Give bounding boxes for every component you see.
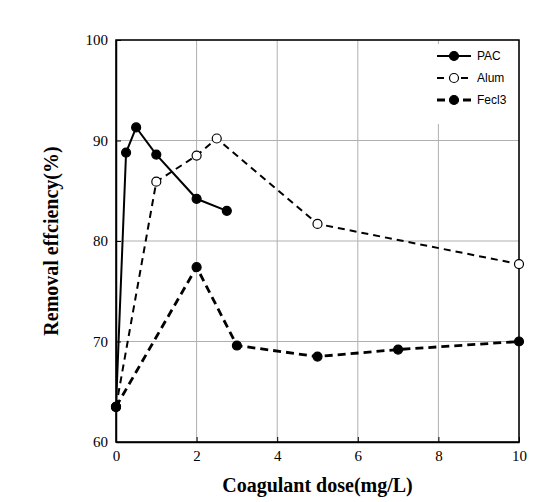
grid [116,40,519,442]
tick: 6 [355,437,363,464]
markers [112,123,524,411]
grid-line-y [116,140,519,141]
legend-item: Fecl3 [437,93,507,107]
tick-label: 4 [274,448,282,464]
legend-item: Alum [437,71,504,85]
tick-label: 0 [113,448,121,464]
marker [122,148,131,157]
tick-mark [116,442,121,443]
marker [232,341,241,350]
tick-mark [197,437,198,442]
tick-label: 80 [93,233,108,249]
marker [212,134,221,143]
legend-marker [450,52,459,61]
tick-label: 10 [512,448,527,464]
tick-label: 70 [93,334,108,350]
series-line [116,267,519,407]
tick-label: 90 [93,133,108,149]
series-line [116,138,519,406]
marker [313,219,322,228]
y-axis-title: Removal effciency(%) [40,146,63,335]
legend-item: PAC [437,49,501,63]
marker [192,263,201,272]
marker [222,206,231,215]
tick-label: 6 [355,448,363,464]
tick: 2 [193,437,201,464]
tick: 70 [93,334,121,350]
series-line [116,127,227,406]
x-axis-title: Coagulant dose(mg/L) [222,474,413,497]
y-axis: 60 70 80 90 100 [86,32,122,450]
axis-line [117,442,520,444]
chart: 0 2 4 6 8 10 60 70 80 90 100 PAC Alum Fecl3 Coagulant … [0,0,556,502]
legend-label: Fecl3 [477,93,507,107]
legend-label: PAC [477,49,501,63]
x-axis: 0 2 4 6 8 10 [113,437,527,464]
marker [152,150,161,159]
marker [112,402,121,411]
tick: 90 [93,133,121,149]
legend: PAC Alum Fecl3 [433,44,515,124]
tick: 8 [435,437,443,464]
marker [132,123,141,132]
legend-box [433,44,515,124]
tick: 80 [93,233,121,249]
plot: 0 2 4 6 8 10 60 70 80 90 100 PAC Alum Fecl3 [86,32,528,463]
tick-mark [116,40,121,41]
tick-mark [116,141,121,142]
tick-label: 60 [93,434,108,450]
marker [112,402,121,411]
grid-line-y [116,341,519,342]
tick-mark [519,437,520,442]
marker [515,337,524,346]
tick-mark [116,241,121,242]
marker [515,260,524,269]
legend-label: Alum [477,71,504,85]
tick-mark [277,437,278,442]
tick-label: 100 [86,32,109,48]
tick-mark [438,437,439,442]
marker [192,194,201,203]
tick-label: 2 [193,448,201,464]
tick: 10 [512,437,527,464]
tick-mark [358,437,359,442]
tick: 4 [274,437,282,464]
tick: 60 [93,434,121,450]
marker [112,402,121,411]
marker [192,151,201,160]
tick-label: 8 [435,448,443,464]
legend-marker [450,74,459,83]
lines [116,127,519,406]
frame [116,40,519,442]
legend-marker [450,96,459,105]
tick: 100 [86,32,122,48]
marker [394,345,403,354]
grid-line-y [116,241,519,242]
marker [152,177,161,186]
marker [313,352,322,361]
